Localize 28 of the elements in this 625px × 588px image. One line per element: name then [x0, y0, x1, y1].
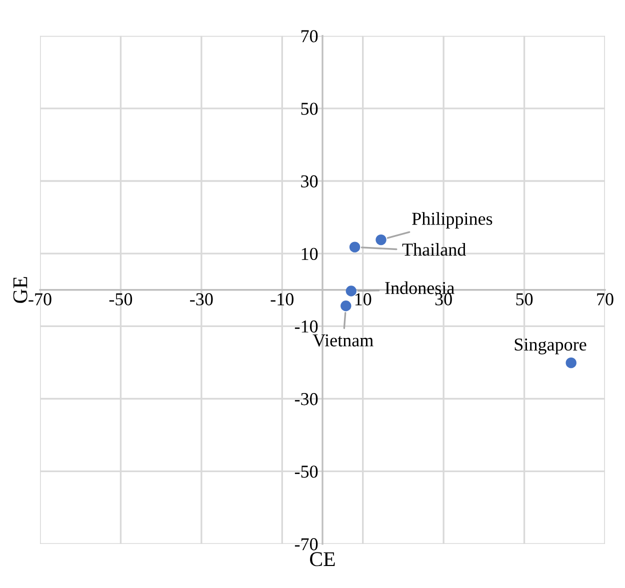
point: [340, 300, 352, 312]
x-tick-label: 50: [516, 293, 533, 306]
y-tick-label: -30: [294, 393, 318, 406]
y-tick-label: -50: [294, 466, 318, 478]
annotation: Vietnam: [312, 334, 374, 347]
annotation: Singapore: [514, 338, 586, 354]
x-tick-label: 10: [355, 293, 372, 306]
x-tick-label: 30: [435, 293, 452, 306]
x-axis-title: CE: [310, 552, 335, 566]
y-axis-title: GE: [13, 277, 28, 303]
y-tick-label: 70: [301, 30, 318, 42]
x-tick-label: -10: [270, 293, 294, 306]
point: [349, 242, 360, 252]
x-tick-label: 70: [597, 293, 614, 306]
x-tick-label: -30: [190, 293, 213, 306]
y-tick-label: 10: [302, 248, 318, 260]
point: [376, 234, 386, 246]
y-tick-label: -70: [294, 538, 318, 550]
x-tick-label: -50: [109, 293, 132, 306]
annotation: Philippines: [412, 212, 492, 229]
annotation: Indonesia: [385, 281, 454, 294]
y-tick-label: -10: [294, 320, 318, 333]
point: [346, 286, 357, 296]
x-tick-label: -70: [28, 293, 52, 306]
annotation: Thailand: [402, 243, 466, 256]
y-tick-label: 30: [301, 175, 318, 188]
y-tick-label: 50: [301, 102, 318, 115]
point: [566, 357, 576, 368]
